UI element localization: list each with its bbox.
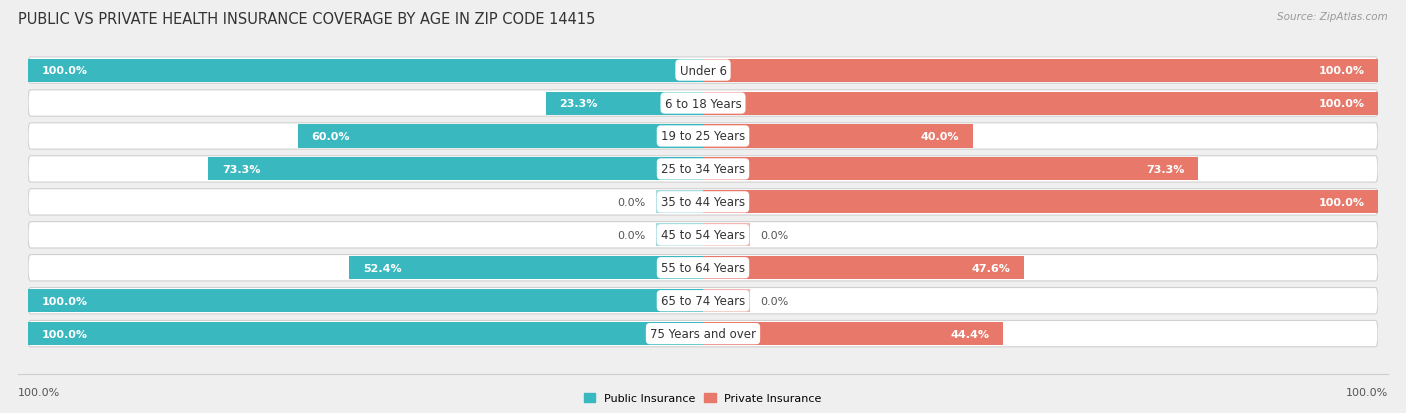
Bar bbox=[655, 191, 703, 214]
Text: 47.6%: 47.6% bbox=[972, 263, 1011, 273]
Text: 40.0%: 40.0% bbox=[921, 132, 959, 142]
Bar bbox=[703, 256, 1024, 280]
Text: 52.4%: 52.4% bbox=[363, 263, 402, 273]
Text: 100.0%: 100.0% bbox=[18, 387, 60, 397]
Bar bbox=[655, 224, 703, 247]
Bar bbox=[703, 322, 1002, 345]
FancyBboxPatch shape bbox=[28, 157, 1378, 183]
Bar bbox=[28, 290, 703, 313]
FancyBboxPatch shape bbox=[28, 58, 1378, 84]
Text: 0.0%: 0.0% bbox=[617, 197, 645, 207]
Text: 0.0%: 0.0% bbox=[761, 296, 789, 306]
Text: 73.3%: 73.3% bbox=[222, 164, 260, 175]
Text: 25 to 34 Years: 25 to 34 Years bbox=[661, 163, 745, 176]
FancyBboxPatch shape bbox=[28, 123, 1378, 150]
Bar bbox=[703, 224, 751, 247]
Text: 100.0%: 100.0% bbox=[1346, 387, 1388, 397]
Bar bbox=[208, 158, 703, 181]
Text: 65 to 74 Years: 65 to 74 Years bbox=[661, 294, 745, 307]
Text: 6 to 18 Years: 6 to 18 Years bbox=[665, 97, 741, 110]
Text: 73.3%: 73.3% bbox=[1146, 164, 1184, 175]
Bar bbox=[703, 191, 1378, 214]
Text: 0.0%: 0.0% bbox=[761, 230, 789, 240]
Text: 60.0%: 60.0% bbox=[312, 132, 350, 142]
Bar bbox=[28, 322, 703, 345]
Bar bbox=[703, 92, 1378, 115]
Text: 19 to 25 Years: 19 to 25 Years bbox=[661, 130, 745, 143]
Bar bbox=[349, 256, 703, 280]
Text: 100.0%: 100.0% bbox=[42, 329, 87, 339]
Bar bbox=[703, 59, 1378, 83]
Text: 35 to 44 Years: 35 to 44 Years bbox=[661, 196, 745, 209]
Text: 100.0%: 100.0% bbox=[42, 66, 87, 76]
Bar bbox=[546, 92, 703, 115]
Text: 55 to 64 Years: 55 to 64 Years bbox=[661, 261, 745, 275]
Text: 0.0%: 0.0% bbox=[617, 230, 645, 240]
FancyBboxPatch shape bbox=[28, 288, 1378, 314]
Text: 23.3%: 23.3% bbox=[560, 99, 598, 109]
Legend: Public Insurance, Private Insurance: Public Insurance, Private Insurance bbox=[583, 393, 823, 404]
Text: Source: ZipAtlas.com: Source: ZipAtlas.com bbox=[1277, 12, 1388, 22]
Bar bbox=[703, 158, 1198, 181]
Text: PUBLIC VS PRIVATE HEALTH INSURANCE COVERAGE BY AGE IN ZIP CODE 14415: PUBLIC VS PRIVATE HEALTH INSURANCE COVER… bbox=[18, 12, 596, 27]
Text: 45 to 54 Years: 45 to 54 Years bbox=[661, 229, 745, 242]
Text: 100.0%: 100.0% bbox=[42, 296, 87, 306]
Text: Under 6: Under 6 bbox=[679, 64, 727, 77]
Text: 75 Years and over: 75 Years and over bbox=[650, 328, 756, 340]
FancyBboxPatch shape bbox=[28, 320, 1378, 347]
Bar bbox=[703, 125, 973, 148]
FancyBboxPatch shape bbox=[28, 255, 1378, 281]
Text: 100.0%: 100.0% bbox=[1319, 197, 1364, 207]
Bar bbox=[28, 59, 703, 83]
FancyBboxPatch shape bbox=[28, 90, 1378, 117]
FancyBboxPatch shape bbox=[28, 222, 1378, 248]
Bar bbox=[703, 290, 751, 313]
Text: 44.4%: 44.4% bbox=[950, 329, 990, 339]
Text: 100.0%: 100.0% bbox=[1319, 99, 1364, 109]
FancyBboxPatch shape bbox=[28, 189, 1378, 216]
Text: 100.0%: 100.0% bbox=[1319, 66, 1364, 76]
Bar bbox=[298, 125, 703, 148]
